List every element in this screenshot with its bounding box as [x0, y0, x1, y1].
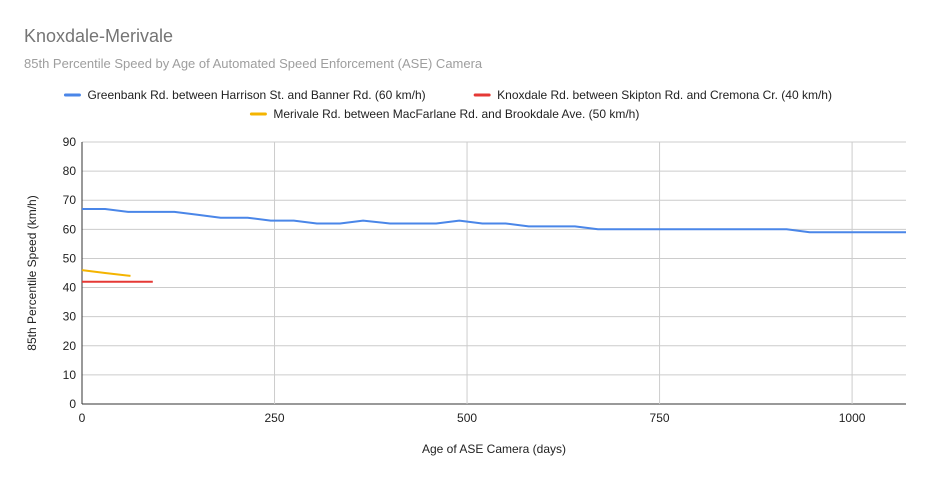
- x-tick-label: 0: [79, 411, 86, 425]
- legend-label-3: Merivale Rd. between MacFarlane Rd. and …: [273, 107, 639, 121]
- x-axis-title: Age of ASE Camera (days): [422, 442, 566, 456]
- x-tick-label: 500: [457, 411, 477, 425]
- y-tick-label: 70: [63, 193, 77, 207]
- chart-subtitle: 85th Percentile Speed by Age of Automate…: [24, 56, 483, 71]
- y-tick-label: 10: [63, 368, 77, 382]
- y-axis-ticks: 0 10 20 30 40 50 60 70 80 90: [63, 135, 77, 411]
- series-line-1: [82, 208, 906, 234]
- legend-label-2: Knoxdale Rd. between Skipton Rd. and Cre…: [497, 88, 832, 102]
- y-tick-label: 60: [63, 222, 77, 236]
- y-tick-label: 30: [63, 310, 77, 324]
- series-line-3: [81, 269, 131, 277]
- y-axis-title: 85th Percentile Speed (km/h): [25, 195, 39, 350]
- y-tick-label: 20: [63, 339, 77, 353]
- x-tick-label: 1000: [839, 411, 866, 425]
- legend-label-1: Greenbank Rd. between Harrison St. and B…: [87, 88, 425, 102]
- y-tick-label: 50: [63, 251, 77, 265]
- x-axis-ticks: 0 250 500 750 1000: [79, 411, 866, 425]
- gridlines: [81, 141, 906, 405]
- y-tick-label: 0: [69, 397, 76, 411]
- x-tick-label: 750: [650, 411, 670, 425]
- y-tick-label: 90: [63, 135, 77, 149]
- series-lines: [81, 208, 906, 283]
- chart-title: Knoxdale-Merivale: [24, 26, 174, 46]
- legend: Greenbank Rd. between Harrison St. and B…: [63, 88, 832, 121]
- y-tick-label: 80: [63, 164, 77, 178]
- y-tick-label: 40: [63, 281, 77, 295]
- x-tick-label: 250: [265, 411, 285, 425]
